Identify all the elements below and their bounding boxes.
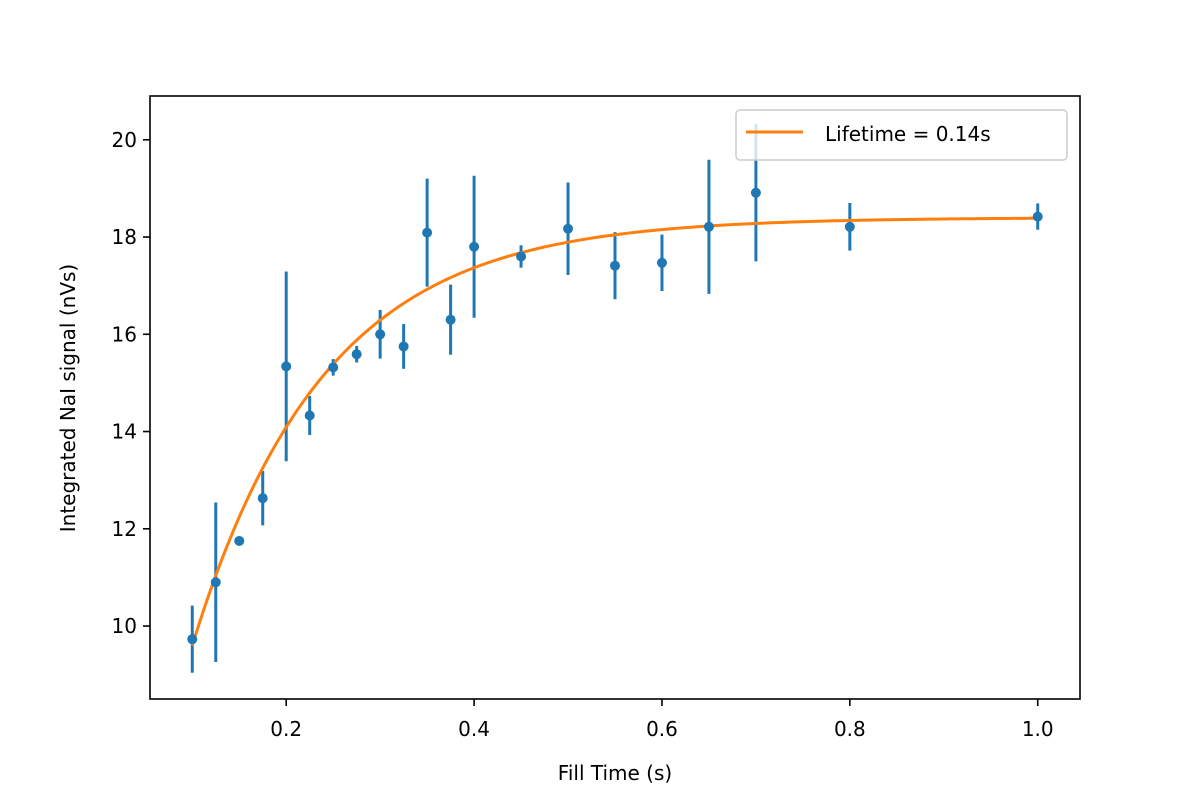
data-point xyxy=(258,493,268,503)
data-point xyxy=(399,341,409,351)
data-point xyxy=(469,242,479,252)
data-point xyxy=(281,361,291,371)
errorbars-layer xyxy=(192,124,1037,673)
x-tick-label: 0.4 xyxy=(458,717,490,741)
legend: Lifetime = 0.14s xyxy=(736,110,1067,160)
data-point xyxy=(234,536,244,546)
data-point xyxy=(422,228,432,238)
plot-frame xyxy=(150,96,1080,699)
legend-label: Lifetime = 0.14s xyxy=(825,122,991,146)
data-point xyxy=(704,222,714,232)
x-axis-label: Fill Time (s) xyxy=(558,761,672,785)
y-axis-ticks: 10 12 14 16 18 20 xyxy=(112,128,150,638)
data-point xyxy=(1033,212,1043,222)
data-point xyxy=(516,251,526,261)
data-point xyxy=(375,329,385,339)
x-tick-label: 1.0 xyxy=(1022,717,1054,741)
data-point xyxy=(187,634,197,644)
y-tick-label: 10 xyxy=(112,614,137,638)
data-point xyxy=(446,315,456,325)
x-tick-label: 0.2 xyxy=(270,717,302,741)
data-point xyxy=(305,410,315,420)
y-tick-label: 12 xyxy=(112,517,137,541)
y-tick-label: 20 xyxy=(112,128,137,152)
y-tick-label: 18 xyxy=(112,225,137,249)
x-tick-label: 0.6 xyxy=(646,717,678,741)
x-axis-ticks: 0.2 0.4 0.6 0.8 1.0 xyxy=(270,699,1053,741)
data-point xyxy=(610,261,620,271)
data-point xyxy=(352,349,362,359)
x-tick-label: 0.8 xyxy=(834,717,866,741)
data-point xyxy=(751,188,761,198)
data-point xyxy=(845,222,855,232)
y-tick-label: 14 xyxy=(112,420,137,444)
y-axis-label: Integrated NaI signal (nVs) xyxy=(56,264,80,532)
data-point xyxy=(657,258,667,268)
y-tick-label: 16 xyxy=(112,322,137,346)
data-point xyxy=(211,577,221,587)
data-point xyxy=(328,362,338,372)
data-point xyxy=(563,224,573,234)
